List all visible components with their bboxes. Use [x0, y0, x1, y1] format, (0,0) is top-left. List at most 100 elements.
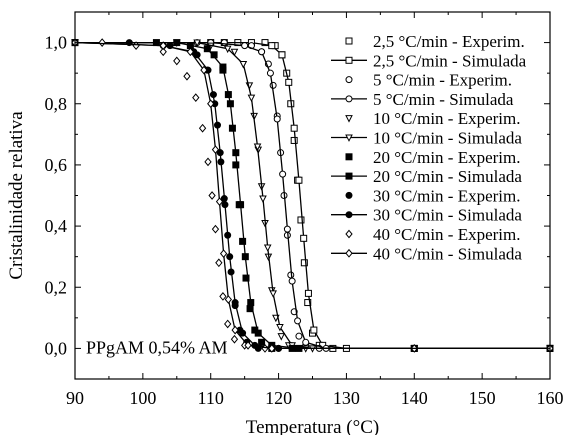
data-point: [266, 69, 274, 77]
data-point: [207, 99, 215, 109]
data-point: [219, 292, 227, 301]
legend: 2,5 °C/min - Experim.2,5 °C/min - Simula…: [331, 32, 527, 263]
data-point: [219, 63, 227, 71]
data-point: [221, 201, 229, 209]
legend-marker: [345, 172, 353, 180]
data-point: [232, 149, 240, 157]
data-point: [290, 124, 298, 132]
data-point: [193, 39, 201, 47]
x-tick-label: 150: [469, 388, 496, 408]
data-point: [226, 253, 234, 261]
data-point: [220, 39, 228, 47]
data-point: [237, 201, 245, 209]
legend-item: 2,5 °C/min - Experim.: [345, 32, 525, 51]
data-point: [230, 334, 239, 344]
data-point: [300, 234, 308, 242]
x-tick-label: 90: [66, 388, 84, 408]
data-point: [244, 340, 252, 350]
x-tick-label: 110: [198, 388, 224, 408]
legend-item: 40 °C/min - Simulada: [331, 244, 522, 263]
legend-marker: [345, 37, 353, 45]
y-tick-label: 0,8: [45, 94, 68, 114]
data-point: [273, 115, 281, 123]
data-point: [302, 338, 310, 346]
data-point: [297, 216, 305, 224]
data-point: [278, 51, 286, 59]
data-point: [290, 136, 298, 144]
legend-label: 20 °C/min - Experim.: [373, 148, 521, 167]
legend-marker: [345, 56, 353, 64]
legend-item: 30 °C/min - Simulada: [331, 206, 522, 225]
data-point: [159, 41, 167, 51]
data-point: [230, 48, 239, 57]
data-point: [231, 299, 239, 307]
data-point: [232, 161, 240, 169]
data-point: [98, 38, 106, 47]
y-tick-label: 0,4: [45, 216, 68, 236]
y-tick-label: 0,0: [45, 338, 68, 358]
data-point: [310, 326, 318, 334]
x-tick-label: 130: [333, 388, 360, 408]
legend-marker: [345, 95, 353, 103]
legend-item: 20 °C/min - Experim.: [345, 148, 521, 167]
data-point: [242, 274, 250, 282]
data-point: [295, 176, 303, 184]
legend-item: 5 °C/min - Simulada: [331, 90, 514, 109]
legend-label: 40 °C/min - Simulada: [373, 244, 522, 263]
data-point: [261, 39, 269, 47]
data-point: [253, 143, 262, 151]
data-point: [277, 333, 286, 341]
data-point: [186, 47, 195, 57]
data-point: [247, 94, 256, 103]
data-point: [173, 56, 181, 66]
data-point: [215, 197, 224, 206]
data-point: [247, 299, 255, 307]
legend-marker: [345, 211, 353, 219]
data-point: [210, 51, 218, 59]
data-point: [224, 319, 232, 329]
series-11: [98, 38, 418, 353]
data-point: [208, 191, 216, 200]
data-point: [219, 249, 228, 258]
data-point: [200, 65, 208, 75]
data-point: [192, 93, 200, 103]
data-point: [173, 39, 181, 47]
data-point: [295, 332, 303, 340]
legend-label: 10 °C/min - Simulada: [373, 129, 522, 148]
legend-item: 20 °C/min - Simulada: [331, 167, 522, 186]
data-point: [216, 149, 224, 157]
data-point: [268, 344, 276, 353]
sample-annotation: PPgAM 0,54% AM: [86, 337, 228, 357]
x-tick-label: 120: [265, 388, 292, 408]
data-point: [304, 299, 312, 307]
legend-marker: [345, 248, 353, 258]
data-point: [279, 170, 287, 178]
data-point: [239, 60, 248, 69]
data-point: [241, 253, 249, 261]
data-point: [239, 237, 247, 245]
legend-marker: [345, 229, 353, 239]
data-point: [223, 45, 232, 54]
x-axis-title: Temperatura (°C): [246, 417, 379, 435]
y-axis-title: Cristalinidade relativa: [6, 111, 27, 280]
y-tick-label: 1,0: [45, 33, 68, 53]
legend-label: 30 °C/min - Experim.: [373, 186, 521, 205]
data-point: [294, 317, 302, 325]
legend-item: 10 °C/min - Experim.: [345, 109, 521, 128]
y-tick-label: 0,2: [45, 277, 68, 297]
data-point: [211, 145, 220, 155]
legend-label: 2,5 °C/min - Simulada: [373, 51, 527, 70]
legend-label: 2,5 °C/min - Experim.: [373, 32, 525, 51]
data-point: [215, 258, 223, 268]
data-point: [304, 289, 312, 297]
legend-marker: [345, 115, 353, 123]
legend-marker: [345, 191, 353, 199]
data-point: [239, 329, 247, 337]
data-point: [211, 224, 220, 234]
legend-marker: [345, 153, 353, 161]
data-point: [288, 277, 296, 285]
legend-item: 10 °C/min - Simulada: [331, 129, 522, 148]
data-point: [226, 100, 234, 108]
data-point: [183, 71, 191, 81]
